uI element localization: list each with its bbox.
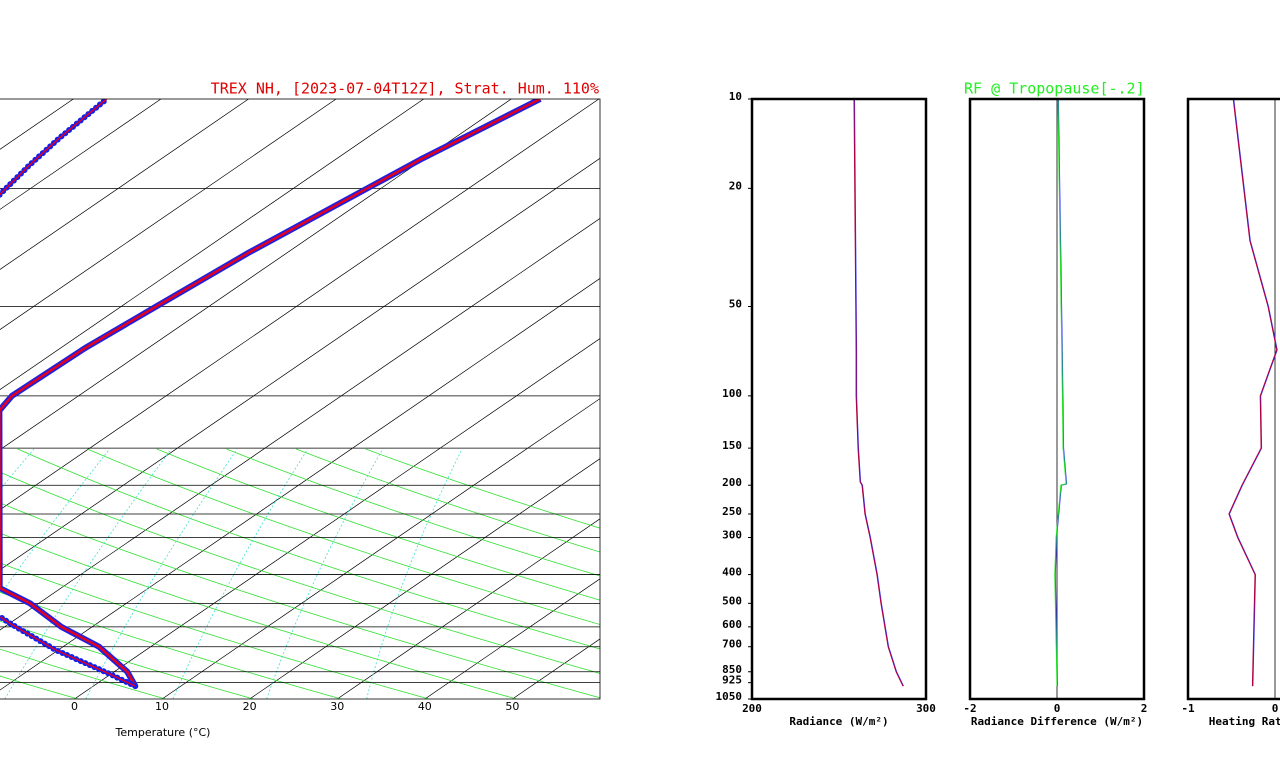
x-axis-label: Radiance (W/m²) xyxy=(789,715,888,728)
y-tick-label: 100 xyxy=(722,387,742,400)
panel-frame xyxy=(968,97,1146,701)
x-tick-label: 0 xyxy=(1272,702,1279,715)
moist-adiabat xyxy=(0,591,342,699)
moist-adiabat xyxy=(226,448,600,577)
y-tick-label: 925 xyxy=(722,674,742,687)
x-tick-label: 50 xyxy=(505,700,519,713)
isotherm xyxy=(512,638,600,699)
x-tick-label: 0 xyxy=(71,700,78,713)
moist-adiabat xyxy=(17,448,600,650)
isotherm xyxy=(0,99,424,391)
mixing-ratio-line xyxy=(0,448,110,596)
dewpoint-line xyxy=(0,99,136,687)
moist-adiabat xyxy=(295,448,600,553)
chart-title: RF @ Tropopause[-.2] xyxy=(964,80,1145,98)
x-tick-label: 200 xyxy=(742,702,762,715)
mixing-ratio-line xyxy=(366,448,463,699)
isotherm xyxy=(249,458,600,699)
isotherm xyxy=(74,338,600,699)
x-tick-label: -2 xyxy=(963,702,976,715)
y-tick-label: 1050 xyxy=(716,690,743,703)
isotherm xyxy=(0,99,337,330)
y-tick-label: 700 xyxy=(722,638,742,651)
x-tick-label: 20 xyxy=(243,700,257,713)
mixing-ratio-line xyxy=(85,448,238,699)
y-tick-label: 500 xyxy=(722,594,742,607)
y-tick-label: 600 xyxy=(722,618,742,631)
isotherm xyxy=(0,99,162,210)
isotherm xyxy=(0,157,600,571)
isotherm xyxy=(161,398,600,699)
moist-adiabat xyxy=(156,448,600,601)
y-tick-label: 250 xyxy=(722,505,742,518)
isotherm xyxy=(0,278,600,691)
isotherm xyxy=(0,99,600,511)
moist-adiabat xyxy=(0,502,600,699)
y-tick-label: 400 xyxy=(722,566,742,579)
x-tick-label: 10 xyxy=(155,700,169,713)
moist-adiabat xyxy=(0,562,429,699)
moist-adiabat xyxy=(365,448,600,529)
temperature-outline xyxy=(0,99,542,688)
moist-adiabat xyxy=(0,648,166,699)
temperature-line xyxy=(0,99,541,687)
mixing-ratio-line xyxy=(266,448,384,699)
profile-shadow xyxy=(853,98,904,687)
x-tick-label: 0 xyxy=(1054,702,1061,715)
isotherm xyxy=(0,99,249,270)
profile-line xyxy=(1054,98,1067,687)
x-axis-label: Temperature (°C) xyxy=(115,726,211,739)
x-tick-label: 300 xyxy=(916,702,936,715)
y-tick-label: 20 xyxy=(729,179,742,192)
y-tick-label: 150 xyxy=(722,439,742,452)
y-tick-label: 300 xyxy=(722,528,742,541)
isotherm xyxy=(0,217,600,631)
x-tick-label: -1 xyxy=(1181,702,1195,715)
x-tick-label: 2 xyxy=(1141,702,1148,715)
x-tick-label: 30 xyxy=(330,700,344,713)
profile-line xyxy=(853,98,904,687)
profile-line xyxy=(1228,98,1278,687)
y-tick-label: 850 xyxy=(722,663,742,676)
panel-frame xyxy=(1186,97,1280,701)
moist-adiabat xyxy=(0,471,600,674)
profile-shadow xyxy=(1228,98,1278,687)
isotherm xyxy=(0,99,512,451)
moist-adiabat xyxy=(0,532,517,699)
isotherm xyxy=(424,578,600,699)
panel-frame xyxy=(750,97,928,701)
y-tick-label: 10 xyxy=(729,90,742,103)
x-tick-label: 40 xyxy=(418,700,432,713)
isotherm xyxy=(599,698,600,699)
isotherm xyxy=(337,518,600,699)
chart-title: TREX NH, [2023-07-04T12Z], Strat. Hum. 1… xyxy=(211,80,599,98)
skewt-plot xyxy=(0,99,600,699)
x-axis-label: Heating Rate (K/day) xyxy=(1209,715,1280,728)
mixing-ratio-line xyxy=(172,448,309,699)
skewt-frame xyxy=(0,98,601,700)
y-tick-label: 50 xyxy=(729,297,742,310)
x-axis-label: Radiance Difference (W/m²) xyxy=(971,715,1143,728)
y-tick-label: 200 xyxy=(722,476,742,489)
mixing-ratio-line xyxy=(4,448,172,699)
moist-adiabat xyxy=(87,448,600,625)
